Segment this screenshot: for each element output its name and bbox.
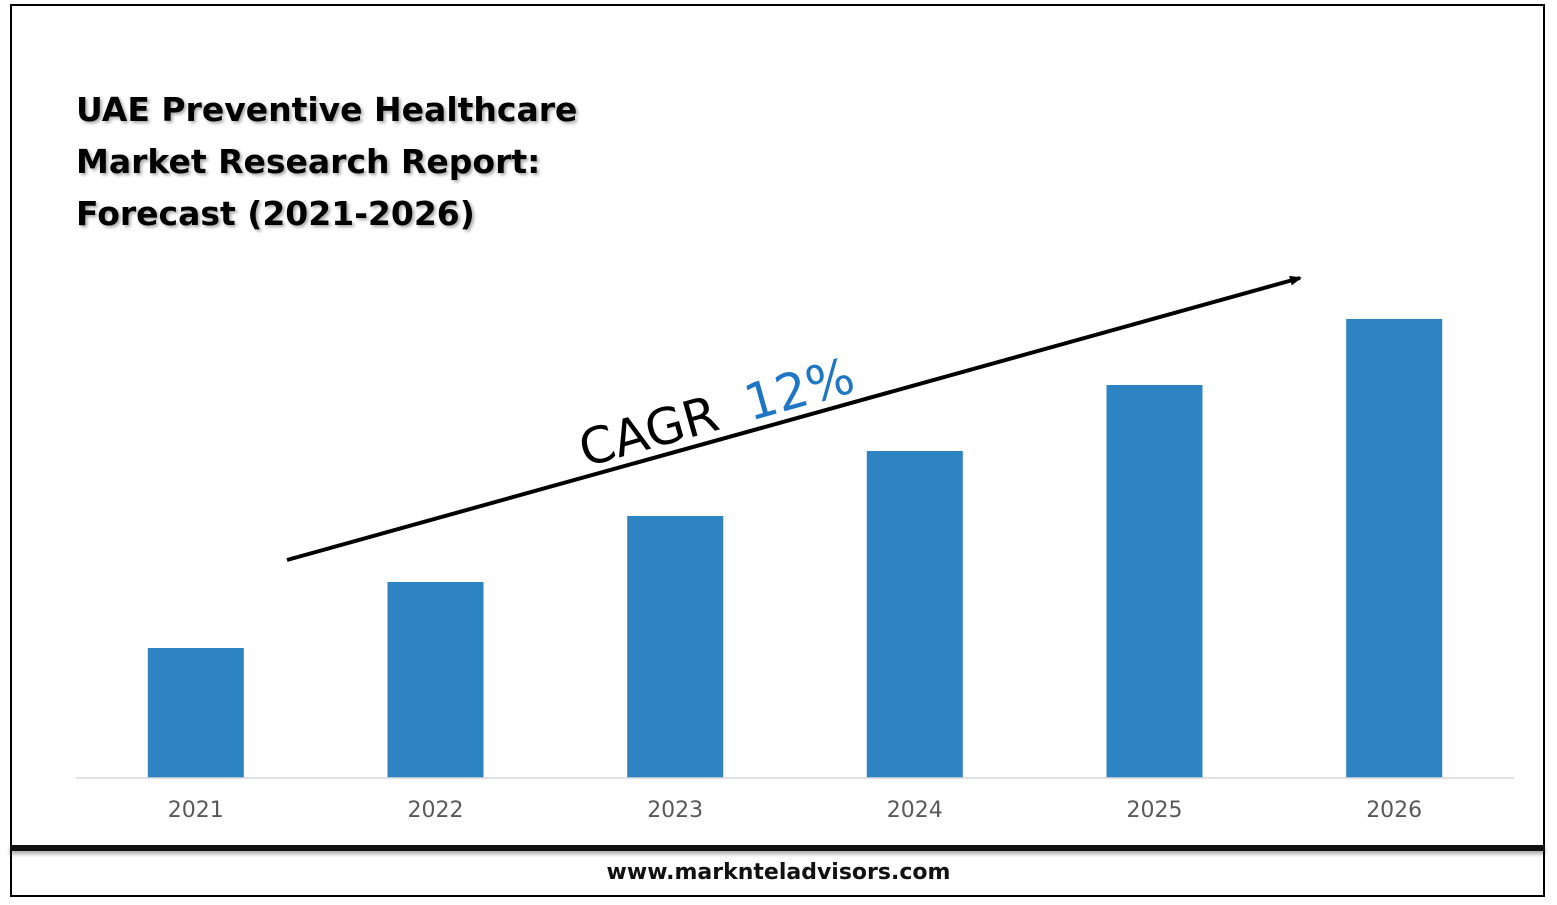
x-tick-label-2026: 2026 (1366, 798, 1422, 823)
x-tick-label-2023: 2023 (647, 798, 703, 823)
x-tick-label-2022: 2022 (408, 798, 464, 823)
bar-series (147, 319, 1443, 778)
x-tick-label-2021: 2021 (168, 798, 224, 823)
x-tick-label-2025: 2025 (1127, 798, 1183, 823)
title-line-2: Market Research Report: (76, 142, 541, 181)
x-tick-label-2024: 2024 (887, 798, 943, 823)
bar-2025 (1106, 385, 1203, 778)
chart-frame (10, 4, 1545, 897)
cagr-label: CAGR (573, 385, 725, 479)
title-line-3: Forecast (2021-2026) (76, 194, 475, 233)
title-line-1: UAE Preventive Healthcare (76, 90, 578, 129)
footer-website: www.marknteladvisors.com (606, 860, 951, 885)
bar-2023 (627, 516, 724, 778)
trend-arrow (286, 275, 1302, 562)
bar-2024 (866, 451, 963, 778)
x-axis-tick-labels: 2021 2022 2023 2024 2025 2026 (168, 798, 1422, 823)
footer-divider (10, 845, 1545, 851)
chart-title: UAE Preventive Healthcare Market Researc… (76, 84, 577, 240)
bar-2026 (1346, 319, 1443, 778)
cagr-annotation: CAGR 12% (573, 347, 861, 479)
bar-2022 (387, 582, 484, 778)
cagr-value: 12% (738, 347, 861, 433)
bar-2021 (147, 648, 244, 778)
